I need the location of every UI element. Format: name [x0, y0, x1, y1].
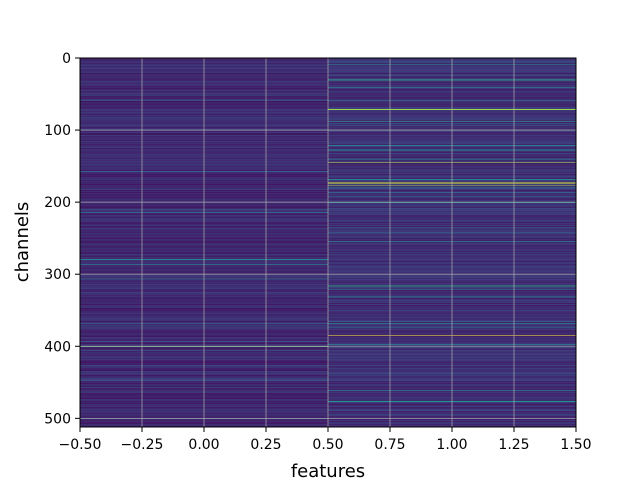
y-tick-label: 500 — [44, 411, 71, 427]
x-tick-label: 1.25 — [498, 437, 529, 453]
y-axis-label: channels — [12, 202, 33, 283]
y-axis-ticks: 0 100 200 300 400 500 — [44, 51, 80, 427]
x-tick-label: 0.75 — [374, 437, 405, 453]
x-tick-label: 1.50 — [560, 437, 591, 453]
x-tick-label: 1.00 — [436, 437, 467, 453]
x-tick-label: 0.50 — [312, 437, 343, 453]
x-tick-label: 0.00 — [188, 437, 219, 453]
x-axis-ticks: −0.50 −0.25 0.00 0.25 0.50 0.75 1.00 1.25 1.50 — [59, 427, 592, 453]
y-tick-label: 100 — [44, 123, 71, 139]
y-tick-label: 400 — [44, 339, 71, 355]
y-tick-label: 300 — [44, 267, 71, 283]
x-tick-label: −0.25 — [121, 437, 164, 453]
x-tick-label: 0.25 — [250, 437, 281, 453]
x-tick-label: −0.50 — [59, 437, 102, 453]
x-axis-label: features — [291, 461, 365, 480]
plot-area — [79, 57, 577, 428]
y-tick-label: 200 — [44, 195, 71, 211]
y-tick-label: 0 — [62, 51, 71, 67]
